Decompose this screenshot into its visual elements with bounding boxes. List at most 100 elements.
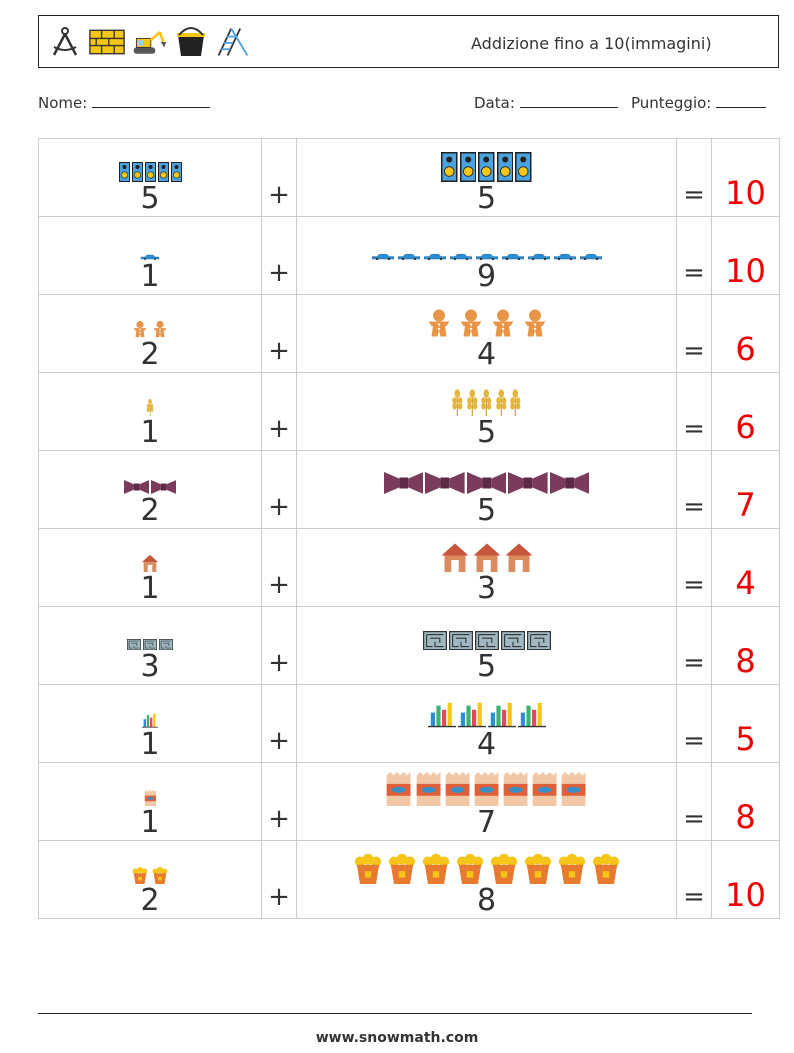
answer-value: 7 — [735, 486, 756, 524]
pictogram-group — [297, 472, 676, 498]
plus-sign: + — [268, 570, 290, 600]
equals-sign: = — [683, 492, 705, 522]
equals-cell: = — [676, 606, 712, 685]
answer-cell[interactable]: 10 — [711, 216, 780, 295]
addend-b-cell: 9 — [296, 216, 677, 295]
gingerbread-icon — [456, 308, 486, 342]
name-blank[interactable] — [92, 94, 211, 108]
addend-a: 1 — [140, 571, 160, 606]
maze-icon — [474, 630, 499, 654]
answer-cell[interactable]: 10 — [711, 138, 780, 217]
problem-row: 5 +5 = 10 — [38, 138, 780, 217]
pictogram-group — [297, 152, 676, 186]
speaker-icon — [170, 162, 182, 186]
answer-value: 8 — [735, 798, 756, 836]
wheat-icon — [451, 388, 464, 420]
problem-row: 1 +9 = 10 — [38, 216, 780, 295]
equals-sign: = — [683, 648, 705, 678]
answer-cell[interactable]: 6 — [711, 294, 780, 373]
addend-b-cell: 5 — [296, 138, 677, 217]
score-blank[interactable] — [716, 94, 767, 108]
car-icon — [501, 245, 525, 264]
pictogram-group — [39, 790, 261, 810]
plus-cell: + — [261, 684, 297, 763]
answer-cell[interactable]: 7 — [711, 450, 780, 529]
popcorn-icon — [352, 852, 384, 888]
popcorn-icon — [590, 852, 622, 888]
answer-cell[interactable]: 10 — [711, 840, 780, 919]
speaker-icon — [118, 162, 130, 186]
answer-cell[interactable]: 8 — [711, 606, 780, 685]
equals-sign: = — [683, 804, 705, 834]
bar-chart-icon — [517, 700, 546, 732]
pictogram-group — [39, 479, 261, 498]
gingerbread-icon — [520, 308, 550, 342]
equals-sign: = — [683, 882, 705, 912]
maze-icon — [143, 635, 157, 654]
pictogram-group — [297, 308, 676, 342]
equals-cell: = — [676, 372, 712, 451]
popcorn-icon — [131, 866, 149, 888]
plus-sign: + — [268, 648, 290, 678]
date-blank[interactable] — [519, 94, 618, 108]
date-field: Data: — [474, 94, 618, 112]
problem-row: 3 +5 = 8 — [38, 606, 780, 685]
popcorn-icon — [386, 852, 418, 888]
plus-cell: + — [261, 762, 297, 841]
addend-a-cell: 5 — [38, 138, 262, 217]
canned-fish-icon — [415, 772, 442, 810]
plus-sign: + — [268, 726, 290, 756]
pictogram-group — [39, 398, 261, 420]
plus-sign: + — [268, 258, 290, 288]
canned-fish-icon — [560, 772, 587, 810]
speaker-icon — [496, 152, 514, 186]
gingerbread-icon — [424, 308, 454, 342]
problem-row: 2 +4 = 6 — [38, 294, 780, 373]
bar-chart-icon — [142, 712, 158, 732]
car-icon — [527, 245, 551, 264]
score-field: Punteggio: — [631, 94, 767, 112]
maze-icon — [422, 630, 447, 654]
addend-b-cell: 4 — [296, 294, 677, 373]
plus-cell: + — [261, 606, 297, 685]
addend-b-cell: 7 — [296, 762, 677, 841]
addend-b: 3 — [476, 571, 497, 606]
addend-a: 3 — [140, 649, 160, 684]
equals-cell: = — [676, 216, 712, 295]
bucket-icon — [173, 24, 209, 60]
answer-cell[interactable]: 5 — [711, 684, 780, 763]
pictogram-group — [297, 245, 676, 264]
addend-a: 1 — [140, 415, 160, 450]
addend-b-cell: 8 — [296, 840, 677, 919]
addend-a-cell: 1 — [38, 528, 262, 607]
addend-b: 5 — [476, 181, 497, 216]
addend-b: 5 — [476, 649, 497, 684]
car-icon — [553, 245, 577, 264]
canned-fish-icon — [444, 772, 471, 810]
equals-cell: = — [676, 138, 712, 217]
wheat-icon — [495, 388, 508, 420]
answer-value: 10 — [725, 252, 766, 290]
plus-sign: + — [268, 180, 290, 210]
name-label: Nome: — [38, 94, 88, 112]
popcorn-icon — [151, 866, 169, 888]
wheat-icon — [466, 388, 479, 420]
equals-sign: = — [683, 180, 705, 210]
house-icon — [141, 554, 159, 576]
bar-chart-icon — [427, 700, 456, 732]
speaker-icon — [157, 162, 169, 186]
problem-row: 1 +7 = 8 — [38, 762, 780, 841]
answer-cell[interactable]: 8 — [711, 762, 780, 841]
pictogram-group — [39, 320, 261, 342]
bowtie-icon — [508, 472, 548, 498]
score-label: Punteggio: — [631, 94, 712, 112]
addend-b: 4 — [476, 337, 497, 372]
equals-cell: = — [676, 684, 712, 763]
excavator-icon — [131, 24, 167, 60]
compass-icon — [47, 24, 83, 60]
answer-cell[interactable]: 4 — [711, 528, 780, 607]
worksheet-header: Addizione fino a 10(immagini) — [38, 15, 779, 68]
house-icon — [472, 542, 502, 576]
answer-cell[interactable]: 6 — [711, 372, 780, 451]
plus-cell: + — [261, 216, 297, 295]
